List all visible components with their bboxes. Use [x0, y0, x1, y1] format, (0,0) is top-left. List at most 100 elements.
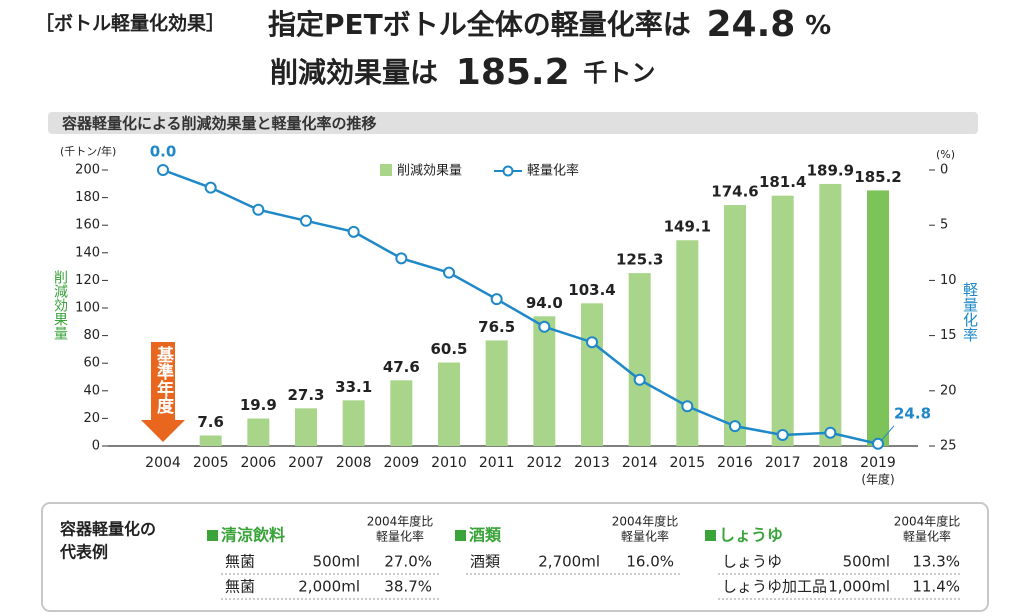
group-name: しょうゆ — [719, 526, 783, 545]
annotation: 基準年度 — [153, 345, 175, 415]
bar-value-label: 76.5 — [478, 318, 515, 336]
y-tick-label: 180 — [75, 190, 100, 205]
table-cell: 酒類 — [470, 553, 500, 571]
chart-title: 容器軽量化による削減効果量と軽量化率の推移 — [61, 115, 377, 133]
bar — [819, 183, 842, 447]
rate-marker — [824, 426, 837, 439]
bar-value-label: 7.6 — [197, 413, 224, 431]
line-value-label: 0.0 — [150, 143, 177, 161]
table-cell: しょうゆ — [722, 553, 782, 571]
x-tick-label: 2010 — [431, 455, 467, 471]
rate-marker — [252, 203, 265, 216]
rate-marker — [872, 437, 884, 450]
x-tick-label: 2011 — [479, 455, 515, 471]
rate-marker — [490, 293, 503, 306]
header-tag: ［ボトル軽量化効果］ — [35, 12, 225, 35]
group-marker — [207, 530, 218, 541]
y2-tick-label: 25 — [940, 439, 957, 454]
bar-value-label: 60.5 — [430, 340, 467, 358]
table-cell: 2,700ml — [538, 553, 600, 571]
table-cell: 500ml — [843, 553, 890, 571]
rate-marker — [729, 420, 741, 433]
rate-marker — [443, 266, 455, 279]
group-name: 酒類 — [469, 526, 502, 545]
headline-value: 24.8 — [707, 4, 796, 45]
headline-1: 指定PETボトル全体の軽量化率は 24.8 % — [268, 4, 831, 45]
group-marker — [705, 530, 716, 541]
y2-axis-title: 軽量化率 — [961, 282, 979, 342]
group-name: 清涼飲料 — [221, 526, 285, 545]
bar — [676, 240, 699, 446]
y2-unit: (%) — [936, 148, 955, 161]
bar-value-label: 174.6 — [711, 183, 758, 201]
line-value-label: 24.8 — [894, 404, 931, 422]
bar-value-label: 185.2 — [854, 168, 901, 186]
bar — [342, 400, 365, 446]
y2-tick-label: 0 — [940, 163, 948, 178]
headline-value: 185.2 — [456, 52, 570, 93]
rate-marker — [300, 214, 312, 227]
bar-value-label: 181.4 — [759, 173, 806, 191]
table-title: 代表例 — [59, 543, 108, 562]
headline-unit: 千トン — [583, 59, 655, 87]
y-tick-label: 0 — [92, 439, 100, 454]
y-tick-label: 140 — [75, 245, 100, 260]
bar-value-label: 189.9 — [807, 161, 854, 179]
y-tick-label: 20 — [83, 411, 100, 426]
rate-marker — [681, 400, 694, 413]
table-cell: 27.0% — [384, 553, 432, 571]
y-tick-label: 40 — [83, 383, 100, 398]
headline-text: 指定PETボトル全体の軽量化率は — [268, 8, 691, 41]
legend-label: 削減効果量 — [397, 163, 462, 179]
column-header: 軽量化率 — [621, 529, 669, 544]
y2-tick-label: 10 — [940, 273, 957, 288]
y-axis-title: 削減効果量 — [52, 270, 68, 340]
bar-value-label: 33.1 — [335, 378, 372, 396]
bar — [724, 205, 746, 446]
y-tick-label: 120 — [75, 273, 100, 288]
y2-tick-label: 5 — [940, 218, 948, 233]
column-header: 軽量化率 — [376, 529, 424, 544]
column-header: 2004年度比 — [894, 514, 961, 529]
x-tick-label: 2012 — [527, 455, 563, 471]
base-year-arrow — [141, 342, 185, 442]
table-title: 容器軽量化の — [59, 520, 156, 539]
x-tick-label: 2016 — [717, 455, 753, 471]
bar — [628, 273, 651, 446]
column-header: 2004年度比 — [612, 514, 679, 529]
y-tick-label: 80 — [83, 328, 100, 343]
column-header: 2004年度比 — [367, 514, 434, 529]
table-cell: 無菌 — [225, 553, 255, 571]
x-tick-label: 2018 — [813, 455, 849, 471]
bar — [438, 362, 460, 446]
label-leader — [881, 425, 895, 441]
bar-value-label: 27.3 — [287, 386, 324, 404]
headline-2: 削減効果量は 185.2 千トン — [270, 52, 655, 93]
table-box — [41, 502, 989, 612]
rate-marker — [776, 428, 789, 441]
table-cell: 16.0% — [626, 553, 674, 571]
rate-line — [162, 168, 879, 446]
column-header: 軽量化率 — [903, 529, 951, 544]
y2-tick-label: 15 — [940, 328, 957, 343]
table-cell: 13.3% — [912, 553, 960, 571]
bar-value-label: 19.9 — [240, 396, 277, 414]
table-cell: 1,000ml — [828, 578, 890, 596]
x-tick-label: 2017 — [765, 455, 801, 471]
headline-text: 削減効果量は — [270, 56, 438, 89]
x-tick-label: 2014 — [622, 455, 658, 471]
title-bar — [48, 112, 978, 134]
table-cell: 500ml — [313, 553, 360, 571]
y-tick-label: 200 — [75, 163, 100, 178]
bar — [390, 380, 413, 446]
x-unit: (年度) — [861, 472, 894, 487]
x-tick-label: 2008 — [336, 455, 372, 471]
bar — [581, 303, 603, 446]
x-tick-label: 2005 — [193, 455, 229, 471]
y-unit: (千トン/年) — [60, 144, 116, 158]
headline-unit: % — [805, 11, 831, 41]
rate-marker — [204, 181, 217, 194]
rate-marker — [586, 336, 598, 349]
legend-swatch — [380, 164, 392, 176]
